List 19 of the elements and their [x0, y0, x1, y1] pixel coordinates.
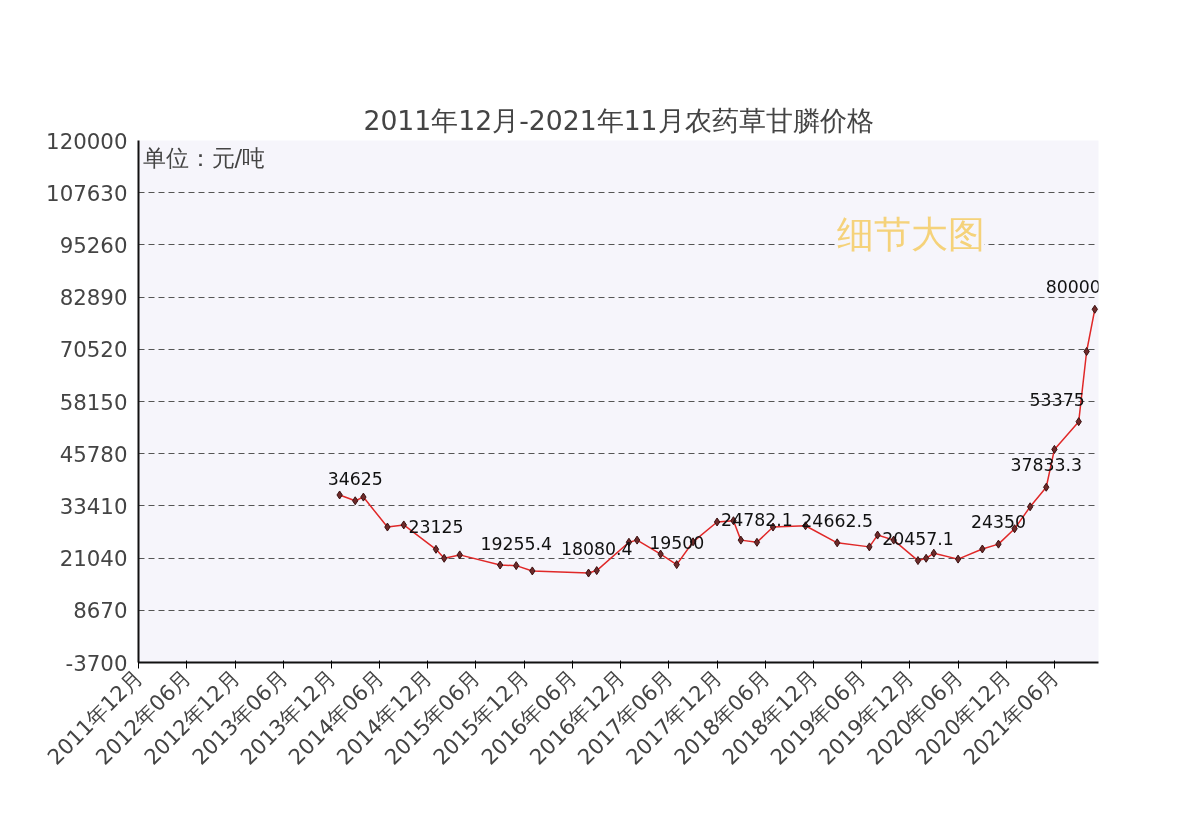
y-tick-label: 21040 [59, 546, 128, 572]
data-label: 19255.4 [480, 533, 553, 554]
annotation: 细节大图 [836, 212, 985, 257]
y-tick-label: 120000 [46, 128, 128, 154]
y-tick-label: 82890 [59, 285, 128, 311]
y-tick-label: 107630 [46, 180, 128, 206]
data-label: 34625 [327, 468, 383, 489]
y-tick-label: 45780 [59, 441, 128, 467]
chart-title: 2011年12月-2021年11月农药草甘膦价格 [363, 104, 874, 136]
y-tick-label: 70520 [59, 337, 128, 363]
data-label: 23125 [408, 517, 464, 538]
y-tick-label: 95260 [59, 232, 128, 258]
y-tick-label: 58150 [59, 389, 128, 415]
y-tick-label: 8670 [73, 598, 128, 624]
data-label: 24782.1 [721, 510, 793, 531]
annotation: 单位：元/吨 [142, 144, 266, 171]
data-label: 20457.1 [882, 528, 954, 549]
data-label: 24662.5 [801, 510, 874, 531]
y-tick-label: 33410 [59, 493, 128, 519]
